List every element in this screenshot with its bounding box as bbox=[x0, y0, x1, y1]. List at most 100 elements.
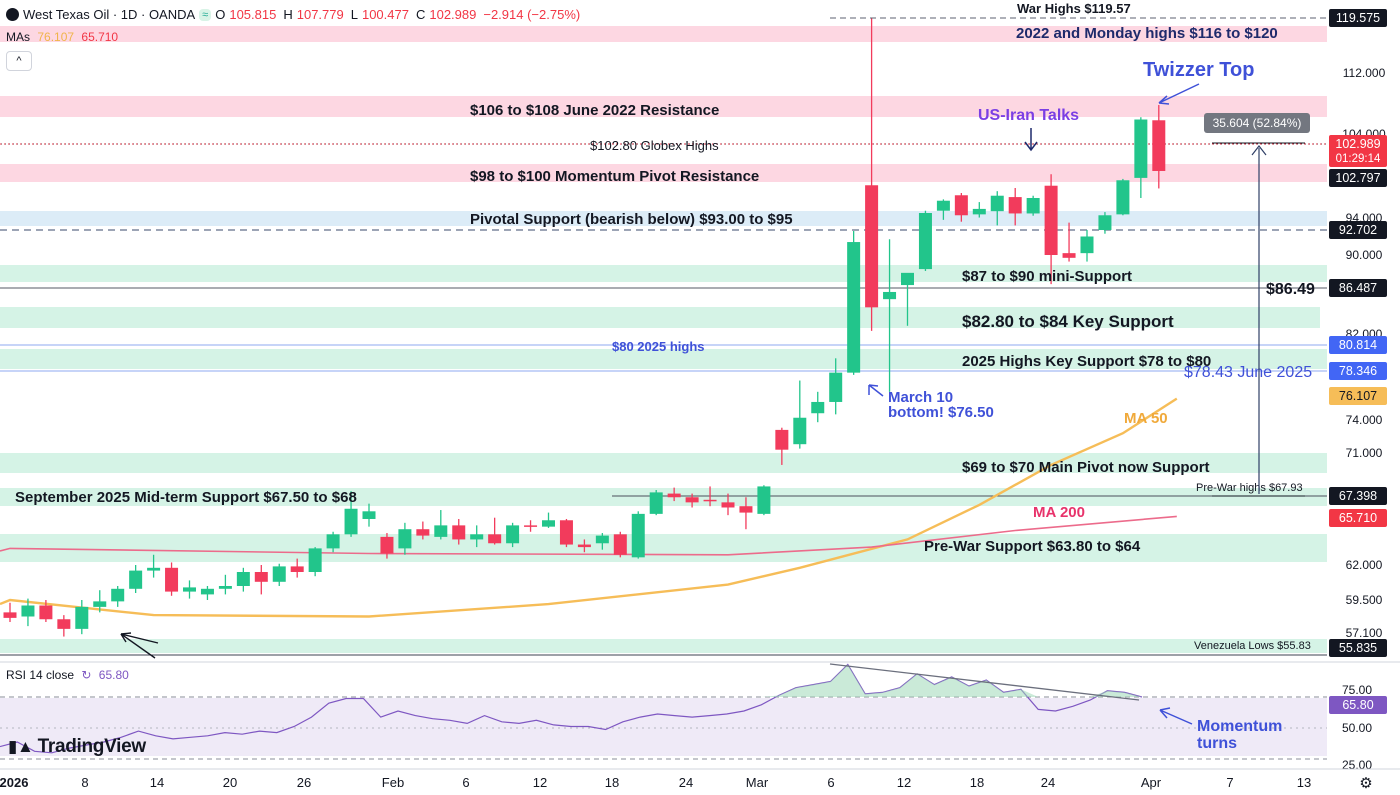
price-badge bbox=[1329, 169, 1387, 187]
level-label: $78.43 June 2025 bbox=[1184, 364, 1312, 381]
candle-body[interactable] bbox=[290, 566, 304, 572]
candle-body[interactable] bbox=[75, 606, 89, 629]
candle-body[interactable] bbox=[757, 486, 771, 514]
ma200-line bbox=[0, 515, 1177, 556]
candle-body[interactable] bbox=[1134, 119, 1148, 178]
level-label: Pre-War highs $67.93 bbox=[1196, 482, 1303, 494]
candle-body[interactable] bbox=[488, 534, 502, 544]
candle-body[interactable] bbox=[649, 492, 663, 514]
level-label: $86.49 bbox=[1266, 281, 1315, 298]
candle-body[interactable] bbox=[829, 372, 843, 402]
candle-body[interactable] bbox=[200, 588, 214, 595]
candle-body[interactable] bbox=[129, 570, 143, 589]
price-tick-label: 71.000 bbox=[1346, 446, 1383, 460]
price-badge-label: 92.702 bbox=[1339, 223, 1377, 237]
candle-body[interactable] bbox=[542, 520, 555, 527]
rsi-legend[interactable]: RSI 14 close ↻ 65.80 bbox=[6, 668, 129, 682]
measure-arrow-icon bbox=[1251, 145, 1267, 156]
annotation-ma200: MA 200 bbox=[1033, 504, 1085, 521]
candle-body[interactable] bbox=[452, 525, 466, 540]
price-badge-label: 119.575 bbox=[1336, 11, 1380, 25]
rsi-legend-label: RSI 14 close bbox=[6, 668, 75, 682]
candle-body[interactable] bbox=[326, 534, 340, 549]
candle-body[interactable] bbox=[362, 511, 376, 519]
candle-body[interactable] bbox=[1026, 197, 1040, 214]
candle-body[interactable] bbox=[380, 536, 394, 554]
candle-body[interactable] bbox=[254, 572, 268, 582]
candle-body[interactable] bbox=[739, 506, 753, 513]
candle-body[interactable] bbox=[218, 586, 232, 589]
price-scale[interactable] bbox=[1327, 0, 1400, 665]
ma200-badge-label: 65.710 bbox=[1339, 511, 1377, 525]
candle-body[interactable] bbox=[954, 195, 968, 216]
candle-body[interactable] bbox=[793, 417, 807, 445]
candle-body[interactable] bbox=[39, 605, 53, 620]
candle-body[interactable] bbox=[990, 195, 1004, 212]
candle-body[interactable] bbox=[308, 548, 322, 572]
candle-body[interactable] bbox=[577, 544, 591, 548]
candle-body[interactable] bbox=[470, 534, 484, 540]
candle-body[interactable] bbox=[811, 401, 825, 414]
candle-body[interactable] bbox=[972, 208, 986, 215]
candle-body[interactable] bbox=[183, 587, 196, 592]
candle-body[interactable] bbox=[398, 529, 412, 549]
candle-body[interactable] bbox=[631, 513, 645, 558]
candle-body[interactable] bbox=[165, 567, 179, 592]
settings-gear-icon[interactable]: ⚙ bbox=[1359, 775, 1372, 792]
candle-body[interactable] bbox=[416, 529, 430, 536]
candle-body[interactable] bbox=[236, 572, 250, 586]
candle-body[interactable] bbox=[93, 601, 107, 607]
candle-body[interactable] bbox=[524, 525, 538, 527]
candle-body[interactable] bbox=[847, 242, 861, 373]
measure-box[interactable] bbox=[1204, 113, 1310, 133]
candle-body[interactable] bbox=[1062, 253, 1076, 258]
candle-body[interactable] bbox=[1080, 236, 1094, 254]
candle-body[interactable] bbox=[595, 535, 609, 544]
price-badge-label: 67.398 bbox=[1339, 489, 1377, 503]
candle-body[interactable] bbox=[1008, 197, 1022, 214]
ma50-badge-label: 76.107 bbox=[1339, 389, 1377, 403]
candle-body[interactable] bbox=[685, 497, 699, 503]
price-badge bbox=[1329, 336, 1387, 354]
candle-body[interactable] bbox=[506, 525, 520, 544]
tradingview-logo[interactable]: ▮▲ TradingView bbox=[8, 736, 146, 758]
rsi-scale[interactable] bbox=[1327, 663, 1400, 769]
candle-body[interactable] bbox=[883, 291, 897, 300]
candle-body[interactable] bbox=[918, 212, 932, 270]
candle-body[interactable] bbox=[613, 534, 627, 555]
symbol-title[interactable]: West Texas Oil · 1D · OANDA bbox=[23, 7, 196, 22]
candle-body[interactable] bbox=[703, 499, 717, 502]
candle-body[interactable] bbox=[901, 272, 914, 286]
candle-body[interactable] bbox=[1044, 185, 1058, 255]
candle-body[interactable] bbox=[1098, 215, 1112, 231]
candle-body[interactable] bbox=[272, 566, 286, 582]
candle-body[interactable] bbox=[559, 520, 573, 545]
candle-body[interactable] bbox=[147, 567, 161, 571]
candle-body[interactable] bbox=[3, 612, 17, 618]
chevron-up-icon: ^ bbox=[16, 55, 22, 67]
candle-body[interactable] bbox=[111, 588, 125, 602]
rsi-badge-label: 65.80 bbox=[1342, 698, 1373, 712]
market-status-icon[interactable]: ≈ bbox=[199, 8, 212, 21]
zone-band bbox=[0, 211, 1327, 226]
ma50-badge bbox=[1329, 387, 1387, 405]
candle-body[interactable] bbox=[21, 605, 35, 617]
collapse-legend-button[interactable]: ^ bbox=[6, 51, 32, 71]
low-label: L bbox=[350, 7, 358, 22]
ma-legend[interactable]: MAs 76.107 65.710 bbox=[6, 30, 118, 44]
candle-body[interactable] bbox=[667, 493, 681, 498]
candle-body[interactable] bbox=[1152, 120, 1166, 171]
candle-body[interactable] bbox=[434, 525, 448, 537]
candle-body[interactable] bbox=[57, 619, 71, 629]
candle-body[interactable] bbox=[1116, 180, 1130, 215]
candle-body[interactable] bbox=[775, 429, 789, 450]
candle-body[interactable] bbox=[344, 508, 358, 535]
zone-band bbox=[0, 488, 1327, 506]
candle-body[interactable] bbox=[721, 502, 735, 508]
annotation-march-10: March 10 bbox=[888, 389, 953, 406]
refresh-icon[interactable]: ↻ bbox=[81, 668, 92, 682]
candle-body[interactable] bbox=[865, 185, 879, 308]
candle-body[interactable] bbox=[936, 200, 950, 211]
level-label: Venezuela Lows $55.83 bbox=[1194, 640, 1311, 652]
